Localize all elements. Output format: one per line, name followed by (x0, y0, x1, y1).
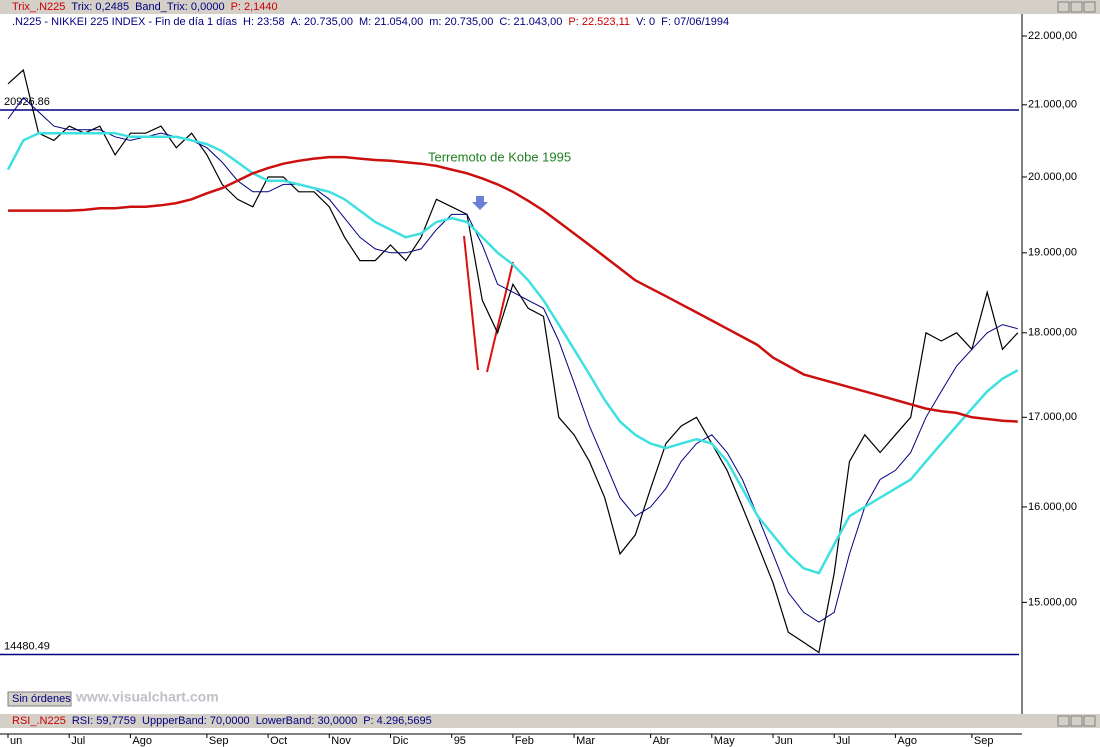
x-tick-label: Jul (836, 735, 850, 747)
bar-item: RSI_.N225 (12, 715, 66, 727)
bar-item: LowerBand: 30,0000 (256, 715, 358, 727)
bar-item: RSI: 59,7759 (72, 715, 136, 727)
x-tick-label: un (10, 735, 22, 747)
bar-item: P: 4.296,5695 (363, 715, 432, 727)
x-tick-label: Jun (775, 735, 793, 747)
annotation: Terremoto de Kobe 1995 (428, 149, 571, 164)
x-tick-label: Abr (653, 735, 670, 747)
y-tick-label: 15.000,00 (1028, 596, 1077, 608)
bar-item: Band_Trix: 0,0000 (135, 1, 224, 13)
level-label: 14480.49 (4, 640, 50, 652)
watermark: www.visualchart.com (75, 689, 219, 705)
bar-item: Trix: 0,2485 (71, 1, 129, 13)
x-tick-label: May (714, 735, 735, 747)
close-button[interactable] (1083, 1, 1096, 13)
maximize-button[interactable] (1070, 1, 1083, 13)
bar-item: m: 20.735,00 (429, 16, 493, 28)
x-tick-label: Jul (71, 735, 85, 747)
bar-item: UppperBand: 70,0000 (142, 715, 250, 727)
event-arrow (472, 196, 488, 210)
bar-item: .N225 - NIKKEI 225 INDEX - Fin de día 1 … (12, 16, 237, 28)
series-line (6, 131, 1019, 575)
maximize-button[interactable] (1070, 715, 1083, 727)
trend-line (463, 235, 479, 371)
y-tick-label: 16.000,00 (1028, 501, 1077, 513)
rsi-bar (0, 714, 1100, 728)
close-button[interactable] (1083, 715, 1096, 727)
x-tick-label: Feb (515, 735, 534, 747)
bar-item: F: 07/06/1994 (661, 16, 729, 28)
bar-item: A: 20.735,00 (291, 16, 353, 28)
x-tick-label: Mar (576, 735, 595, 747)
y-tick-label: 20.000,00 (1028, 171, 1077, 183)
orders-button[interactable] (7, 691, 72, 707)
series-line (7, 68, 1019, 654)
bar-item: P: 22.523,11 (568, 16, 630, 28)
plot-background (0, 14, 1100, 714)
y-tick-label: 19.000,00 (1028, 247, 1077, 259)
x-tick-label: Ago (897, 735, 917, 747)
x-tick-label: Nov (331, 735, 351, 747)
x-tick-label: Sep (209, 735, 229, 747)
x-tick-label: Oct (270, 735, 287, 747)
window-buttons[interactable] (1057, 1, 1096, 727)
x-tick-label: Ago (132, 735, 152, 747)
trix-bar: Trix_.N225 Trix: 0,2485 Band_Trix: 0,0000 P… (12, 1, 278, 13)
top-bar (0, 0, 1100, 14)
rsi-bar: RSI_.N225 RSI: 59,7759 UppperBand: 70,0000… (12, 715, 432, 727)
info-bar: .N225 - NIKKEI 225 INDEX - Fin de día 1 … (12, 16, 729, 28)
y-tick-label: 18.000,00 (1028, 327, 1077, 339)
y-tick-label: 22.000,00 (1028, 30, 1077, 42)
bar-item: V: 0 (636, 16, 655, 28)
y-tick-label: 17.000,00 (1028, 411, 1077, 423)
series-line (8, 155, 1018, 423)
bar-item: Trix_.N225 (12, 1, 65, 13)
minimize-button[interactable] (1057, 715, 1070, 727)
x-tick-label: Sep (974, 735, 994, 747)
bar-item: H: 23:58 (243, 16, 285, 28)
bar-item: M: 21.054,00 (359, 16, 423, 28)
level-label: 20926.86 (4, 96, 50, 108)
x-tick-label: 95 (454, 735, 466, 747)
bar-item: C: 21.043,00 (499, 16, 562, 28)
y-tick-label: 21.000,00 (1028, 99, 1077, 111)
x-tick-label: Dic (393, 735, 409, 747)
trend-line (486, 261, 514, 373)
minimize-button[interactable] (1057, 1, 1070, 13)
orders-button-label[interactable]: Sin órdenes (12, 693, 71, 705)
bar-item: P: 2,1440 (231, 1, 278, 13)
x-axis-background (0, 728, 1100, 747)
